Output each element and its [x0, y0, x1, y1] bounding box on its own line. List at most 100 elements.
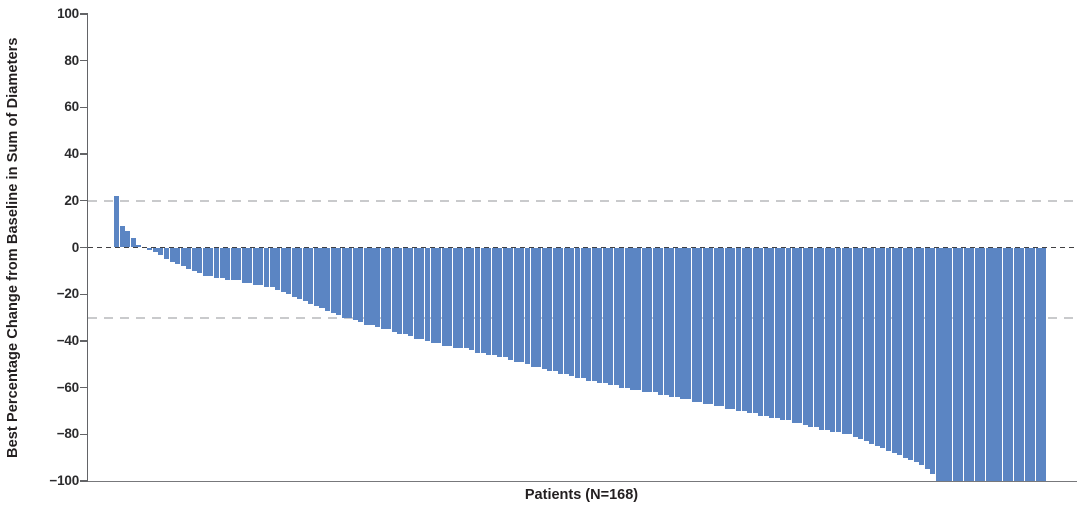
waterfall-bar: [286, 247, 292, 295]
waterfall-bar: [486, 247, 492, 355]
waterfall-bar: [308, 247, 314, 304]
waterfall-bar: [552, 247, 558, 372]
waterfall-bar: [519, 247, 525, 362]
waterfall-bar: [1019, 247, 1025, 481]
waterfall-bar: [691, 247, 697, 402]
y-tick-label: 80: [64, 52, 79, 68]
waterfall-bar: [758, 247, 764, 416]
waterfall-bar: [780, 247, 786, 421]
waterfall-bar: [558, 247, 564, 374]
waterfall-bar: [147, 247, 153, 250]
y-tick-label: −20: [56, 286, 80, 302]
waterfall-bar: [452, 247, 458, 348]
waterfall-bar: [647, 247, 653, 393]
waterfall-bar: [241, 247, 247, 283]
waterfall-bar: [991, 247, 997, 481]
waterfall-bar: [136, 245, 142, 248]
waterfall-bar: [225, 247, 231, 281]
waterfall-bar: [947, 247, 953, 481]
waterfall-bar: [813, 247, 819, 428]
waterfall-bar: [413, 247, 419, 339]
waterfall-bar: [1013, 247, 1019, 481]
reference-line: [88, 246, 1077, 249]
y-tick-mark: [80, 433, 88, 435]
waterfall-bar: [574, 247, 580, 379]
waterfall-bar: [563, 247, 569, 374]
waterfall-bar: [974, 247, 980, 481]
y-axis-label: Best Percentage Change from Baseline in …: [5, 37, 21, 458]
waterfall-bar: [208, 247, 214, 276]
waterfall-bar: [497, 247, 503, 358]
waterfall-bar: [469, 247, 475, 351]
waterfall-bar: [958, 247, 964, 481]
waterfall-bar: [158, 247, 164, 255]
y-tick-label: 40: [64, 146, 79, 162]
waterfall-bar: [363, 247, 369, 325]
waterfall-bar: [686, 247, 692, 400]
waterfall-bar: [441, 247, 447, 346]
waterfall-bar: [474, 247, 481, 353]
waterfall-bar: [969, 247, 975, 481]
waterfall-bar: [930, 247, 936, 474]
waterfall-bar: [152, 247, 158, 253]
waterfall-bar: [297, 247, 303, 299]
waterfall-bar: [652, 247, 658, 393]
waterfall-bar: [430, 247, 436, 344]
waterfall-bar: [1002, 247, 1008, 481]
waterfall-bar: [1008, 247, 1014, 481]
waterfall-bar: [169, 247, 175, 262]
waterfall-bar: [891, 247, 897, 453]
waterfall-bar: [902, 247, 908, 458]
waterfall-bar: [935, 247, 941, 481]
waterfall-bar: [680, 247, 686, 400]
waterfall-bar: [480, 247, 486, 353]
waterfall-bar: [669, 247, 675, 397]
y-tick-mark: [80, 200, 88, 202]
waterfall-bar: [202, 247, 208, 276]
waterfall-bar: [830, 247, 836, 432]
waterfall-bar: [624, 247, 630, 388]
waterfall-bar: [330, 247, 336, 313]
waterfall-bar: [741, 247, 747, 411]
y-tick-label: −60: [56, 379, 80, 395]
waterfall-bar: [785, 247, 792, 421]
waterfall-bar: [275, 247, 281, 290]
waterfall-bar: [336, 247, 342, 316]
waterfall-bar: [502, 247, 508, 358]
waterfall-bar: [702, 247, 708, 404]
waterfall-bar: [808, 247, 814, 428]
y-tick-label: 20: [64, 192, 79, 208]
waterfall-bar: [1024, 247, 1030, 481]
waterfall-bar: [730, 247, 736, 409]
y-tick-mark: [80, 246, 88, 249]
waterfall-bar: [436, 247, 442, 344]
waterfall-bar: [219, 247, 225, 278]
waterfall-bar: [280, 247, 286, 292]
waterfall-bar: [530, 247, 536, 367]
waterfall-bar: [880, 247, 886, 449]
waterfall-bar: [425, 247, 431, 341]
waterfall-bar: [663, 247, 669, 395]
waterfall-bar: [708, 247, 714, 404]
waterfall-bar: [319, 247, 325, 309]
waterfall-bar: [835, 247, 841, 432]
waterfall-bar: [402, 247, 408, 334]
y-tick-label: 60: [64, 99, 79, 115]
y-tick-mark: [80, 13, 88, 15]
waterfall-bar: [163, 247, 170, 260]
waterfall-bar: [114, 196, 120, 248]
waterfall-bar: [347, 247, 353, 318]
y-tick-label: −80: [56, 426, 80, 442]
waterfall-bar: [619, 247, 625, 388]
waterfall-bar: [269, 247, 275, 288]
waterfall-bar: [913, 247, 919, 463]
waterfall-bar: [380, 247, 386, 330]
waterfall-bar: [463, 247, 469, 348]
waterfall-bar: [824, 247, 830, 430]
waterfall-bar: [191, 247, 197, 271]
waterfall-bar: [419, 247, 425, 339]
waterfall-bar: [263, 247, 269, 288]
y-tick-label: −40: [56, 332, 80, 348]
waterfall-bar: [352, 247, 358, 320]
waterfall-bar: [180, 247, 186, 267]
